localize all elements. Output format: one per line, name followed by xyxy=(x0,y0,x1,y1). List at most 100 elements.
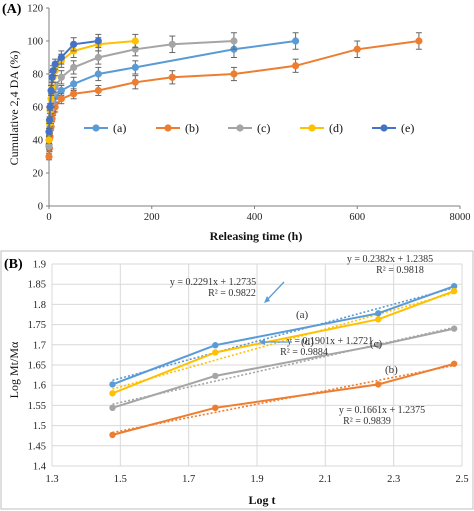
panel-b-trend-r2: R² = 0.9839 xyxy=(343,416,391,427)
panel-b-series-tag: (c) xyxy=(370,338,383,350)
panel-a-ytick-label: 60 xyxy=(33,103,44,114)
panel-a-data-point xyxy=(292,37,300,45)
panel-b-ytick-label: 1.9 xyxy=(33,260,46,271)
panel-b-data-point xyxy=(375,310,382,317)
panel-a-series-line xyxy=(48,40,420,157)
panel-b-data-point xyxy=(375,381,382,388)
panel-a-data-point xyxy=(94,53,102,62)
panel-a-data-point xyxy=(57,53,65,62)
panel-b-xtick-label: 1.5 xyxy=(114,474,127,485)
panel-b-data-point xyxy=(109,404,116,412)
panel-a-data-point xyxy=(57,73,65,81)
panel-a-data-point xyxy=(230,37,238,45)
panel-b-trend-r2: R² = 0.9822 xyxy=(208,288,256,299)
panel-a-data-point xyxy=(168,73,176,81)
panel-a-ytick-label: 80 xyxy=(33,70,44,81)
panel-b-data-point xyxy=(109,390,116,397)
panel-b-series-tag: (b) xyxy=(385,364,398,376)
panel-b-data-point xyxy=(109,431,116,439)
panel-a-ytick-label: 40 xyxy=(33,136,44,147)
panel-a-legend-label: (a) xyxy=(113,121,126,135)
panel-b-data-point xyxy=(375,316,382,323)
panel-a-data-point xyxy=(45,152,53,161)
panel-a-data-point xyxy=(94,70,102,78)
panel-b-trend-equation: y = 0.2382x + 1.2385 xyxy=(347,254,433,265)
panel-b-arrow-head xyxy=(259,339,265,345)
panel-a: (A) 0 20 40 60 80 100 120 0 200 400 600 8000 (a) (b)… xyxy=(2,2,471,243)
panel-a-xtick-label: 400 xyxy=(247,212,263,223)
panel-b-ytick-label: 1.8 xyxy=(33,300,46,311)
panel-b: (B) 1.4 1.45 1.5 1.55 1.6 1.65 1.7 1.75 1.8 1.85 1… xyxy=(0,250,474,510)
panel-a-data-point xyxy=(51,60,59,68)
panel-a-data-point xyxy=(131,63,139,71)
panel-a-data-point xyxy=(45,116,54,124)
panel-a-data-point xyxy=(45,128,53,136)
panel-b-ytick-label: 1.55 xyxy=(28,401,46,412)
panel-a-data-point xyxy=(46,103,54,111)
panel-a-ytick-label: 100 xyxy=(27,37,43,48)
panel-b-xlabel: Log t xyxy=(249,493,276,507)
panel-a-data-point xyxy=(415,37,423,45)
panel-b-trend-r2: R² = 0.9818 xyxy=(376,265,424,276)
panel-a-data-point xyxy=(94,86,102,95)
panel-b-trendline xyxy=(112,287,455,382)
panel-a-data-point xyxy=(353,45,361,53)
panel-a-data-point xyxy=(292,62,300,70)
panel-b-ytick-label: 1.85 xyxy=(28,280,46,291)
panel-b-border xyxy=(0,250,474,510)
panel-b-data-point xyxy=(450,325,458,332)
panel-a-legend-marker xyxy=(308,124,316,132)
panel-b-xtick-label: 1.7 xyxy=(182,474,195,485)
panel-b-data-point xyxy=(375,342,382,349)
panel-b-data-point xyxy=(212,349,219,356)
panel-a-xtick-label: 200 xyxy=(144,212,160,223)
panel-a-data-point xyxy=(70,90,78,98)
panel-b-data-point xyxy=(450,283,458,290)
panel-a-xtick-label: 8000 xyxy=(450,212,471,223)
panel-b-ytick-label: 1.6 xyxy=(33,381,46,392)
panel-a-data-point xyxy=(70,40,78,48)
panel-b-ytick-label: 1.5 xyxy=(33,421,46,432)
panel-a-data-point xyxy=(70,80,78,88)
panel-b-ytick-label: 1.4 xyxy=(33,462,47,473)
panel-a-data-point xyxy=(45,143,53,151)
panel-a-data-point xyxy=(131,78,139,86)
panel-a-legend-label: (c) xyxy=(257,121,270,135)
panel-b-ytick-label: 1.75 xyxy=(28,320,46,331)
panel-a-data-point xyxy=(57,86,65,95)
panel-a-data-point xyxy=(168,40,176,48)
panel-a-ytick-label: 20 xyxy=(33,169,44,180)
panel-b-plot xyxy=(109,283,458,439)
panel-b-xtick-label: 2.5 xyxy=(455,474,468,485)
panel-b-label: (B) xyxy=(4,257,23,272)
panel-a-xtick-label: 600 xyxy=(349,212,365,223)
panel-b-trend-equation: y = 0.1661x + 1.2375 xyxy=(339,405,425,416)
panel-a-data-point xyxy=(230,70,238,78)
panel-b-trend-r2: R² = 0.9884 xyxy=(280,347,328,358)
panel-b-series-line xyxy=(112,285,455,386)
panel-a-data-point xyxy=(57,95,65,103)
panel-a-legend-label: (e) xyxy=(401,121,414,135)
panel-a-legend-label: (b) xyxy=(185,121,199,135)
panel-b-series-line xyxy=(112,290,455,395)
panel-b-trend-equation: y = 0.2291x + 1.2735 xyxy=(170,277,256,288)
panel-a-label: (A) xyxy=(2,2,22,17)
panel-b-ytick-label: 1.65 xyxy=(28,361,46,372)
panel-a-legend-marker xyxy=(236,124,244,132)
panel-a-axes: 0 20 40 60 80 100 120 0 200 400 600 8000 xyxy=(27,4,470,224)
panel-a-legend-marker xyxy=(380,124,388,132)
panel-a-ylabel: Cumulative 2,4 DA (%) xyxy=(7,51,21,166)
panel-a-data-point xyxy=(48,73,56,81)
panel-b-xtick-label: 2.1 xyxy=(319,474,332,485)
panel-b-data-point xyxy=(109,381,116,388)
panel-a-ytick-label: 120 xyxy=(27,4,43,15)
panel-b-series-tag: (a) xyxy=(296,309,309,321)
panel-b-arrow-head xyxy=(264,296,270,303)
panel-a-data-point xyxy=(45,136,53,144)
panel-b-ylabel: Log Mt/Mα xyxy=(7,341,21,398)
panel-a-legend-marker xyxy=(164,124,172,132)
panel-b-trend-equation: y = 0.1901x + 1.2721 xyxy=(287,336,373,347)
panel-b-series-line xyxy=(112,327,455,409)
